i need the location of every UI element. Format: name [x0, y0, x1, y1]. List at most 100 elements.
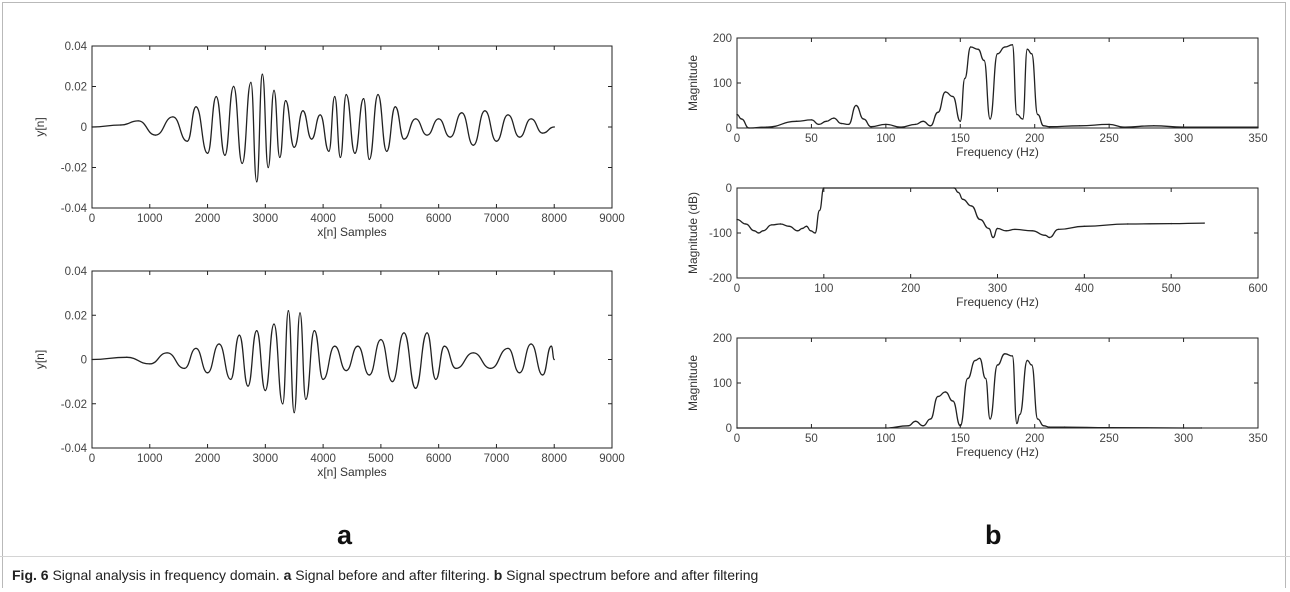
- x-tick-label: 8000: [541, 213, 567, 225]
- data-point: [218, 343, 220, 345]
- data-point: [944, 91, 947, 93]
- data-point: [250, 81, 252, 84]
- data-point: [530, 118, 532, 120]
- x-tick-label: 50: [805, 133, 818, 145]
- x-tick-label: 0: [89, 453, 95, 465]
- data-point: [328, 150, 330, 152]
- data-point: [426, 332, 428, 334]
- y-tick-label: 0: [726, 183, 732, 195]
- y-tick-label: 0.04: [65, 41, 88, 53]
- data-point: [414, 118, 417, 120]
- data-point: [224, 154, 226, 156]
- data-point: [299, 312, 301, 314]
- data-point: [284, 100, 287, 102]
- data-point: [929, 125, 932, 127]
- data-point: [797, 230, 799, 232]
- x-axis-label: Frequency (Hz): [956, 295, 1039, 309]
- data-point: [507, 114, 509, 116]
- data-point: [1153, 125, 1155, 127]
- data-point: [368, 158, 370, 161]
- chart-2: 0 1000 2000 3000 4000 5000 6000 7000 8000 9000 -0.…: [33, 266, 625, 479]
- data-point: [256, 330, 258, 332]
- data-point: [247, 385, 249, 387]
- panel-label-a: a: [337, 520, 353, 550]
- y-tick-label: -0.02: [61, 163, 87, 175]
- data-point: [970, 205, 973, 207]
- data-point: [484, 110, 486, 112]
- data-point: [472, 144, 474, 146]
- data-point: [279, 156, 281, 159]
- data-point: [1063, 426, 1066, 428]
- data-point: [805, 225, 808, 227]
- data-point: [435, 378, 437, 381]
- data-point: [1016, 113, 1018, 116]
- data-point: [1083, 225, 1086, 227]
- data-point: [758, 232, 760, 234]
- x-tick-label: 300: [1174, 133, 1193, 145]
- data-point: [818, 123, 820, 126]
- data-point: [959, 425, 961, 427]
- data-point: [302, 110, 304, 112]
- x-tick-label: 200: [1025, 133, 1044, 145]
- y-axis-label: y[n]: [33, 350, 47, 369]
- data-point: [1108, 426, 1110, 429]
- data-point: [962, 198, 964, 200]
- data-point: [120, 124, 122, 126]
- x-tick-label: 200: [1025, 433, 1044, 445]
- y-tick-label: 200: [713, 333, 732, 345]
- caption-b-ref: b: [493, 567, 503, 583]
- data-point: [964, 77, 966, 80]
- y-axis-label: Magnitude: [686, 355, 700, 411]
- x-tick-label: 9000: [599, 213, 625, 225]
- data-point: [1170, 222, 1172, 225]
- data-point: [992, 236, 994, 239]
- x-tick-label: 400: [1075, 283, 1094, 295]
- data-point: [1011, 355, 1014, 357]
- data-point: [1078, 125, 1081, 127]
- data-point: [426, 134, 428, 136]
- x-tick-label: 100: [814, 283, 833, 295]
- figure-caption: Fig. 6 Signal analysis in frequency doma…: [0, 556, 1290, 592]
- data-point: [766, 126, 768, 128]
- y-tick-label: 200: [713, 33, 732, 45]
- x-axis-label: x[n] Samples: [317, 225, 386, 239]
- x-tick-label: 100: [876, 433, 895, 445]
- data-point: [91, 358, 93, 361]
- data-point: [1203, 222, 1205, 224]
- data-point: [293, 146, 295, 148]
- data-point: [989, 118, 991, 120]
- data-point: [362, 98, 365, 100]
- x-axis-label: Frequency (Hz): [956, 145, 1039, 159]
- x-tick-label: 4000: [310, 453, 336, 465]
- data-point: [1019, 413, 1021, 416]
- data-point: [261, 73, 264, 76]
- data-point: [345, 369, 347, 372]
- x-tick-label: 600: [1248, 283, 1267, 295]
- data-point: [495, 140, 498, 142]
- caption-lead: Signal analysis in frequency domain.: [48, 567, 284, 583]
- series-line: [737, 353, 1202, 429]
- data-point: [1011, 44, 1014, 46]
- x-tick-label: 8000: [541, 453, 567, 465]
- x-axis-label: x[n] Samples: [317, 465, 386, 479]
- data-point: [748, 127, 750, 129]
- data-point: [472, 352, 474, 354]
- data-point: [977, 48, 979, 50]
- data-point: [1182, 427, 1185, 429]
- data-point: [1200, 427, 1203, 429]
- data-point: [1057, 228, 1060, 231]
- x-tick-label: 150: [951, 133, 970, 145]
- x-tick-label: 0: [734, 133, 740, 145]
- data-point: [810, 230, 812, 232]
- y-tick-label: -0.04: [61, 443, 88, 455]
- data-point: [287, 310, 290, 312]
- data-point: [1123, 126, 1125, 128]
- data-point: [264, 389, 266, 392]
- data-point: [195, 347, 197, 350]
- data-point: [825, 120, 827, 123]
- series-line: [736, 44, 1258, 129]
- x-tick-label: 100: [876, 133, 895, 145]
- caption-fig-number: Fig. 6: [12, 567, 49, 583]
- data-point: [870, 126, 872, 128]
